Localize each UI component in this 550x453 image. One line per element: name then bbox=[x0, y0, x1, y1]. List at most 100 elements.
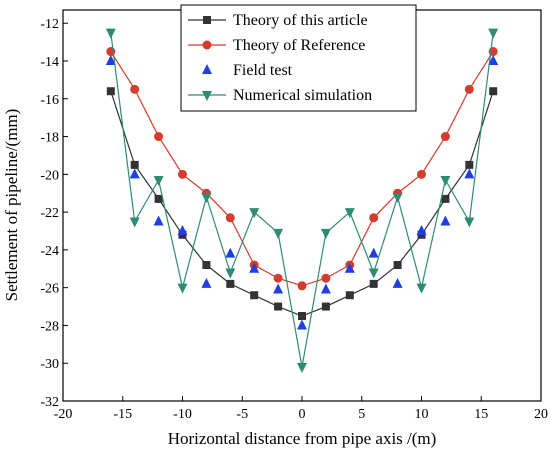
data-point bbox=[393, 261, 402, 269]
data-point bbox=[344, 262, 355, 273]
legend-item: Numerical simulation bbox=[188, 87, 372, 104]
series-3 bbox=[105, 28, 499, 373]
y-tick-label: -18 bbox=[40, 131, 59, 146]
y-tick-label: -20 bbox=[40, 168, 59, 183]
data-point bbox=[297, 319, 307, 330]
data-point bbox=[154, 194, 163, 203]
data-point bbox=[464, 84, 474, 94]
data-point bbox=[129, 217, 140, 228]
data-point bbox=[297, 363, 307, 373]
data-point bbox=[369, 213, 379, 223]
legend-box bbox=[180, 4, 417, 112]
legend-item: Theory of this article bbox=[188, 12, 368, 29]
data-point bbox=[321, 273, 331, 283]
legend-label: Theory of this article bbox=[233, 12, 368, 29]
legend-marker bbox=[202, 40, 212, 50]
data-point bbox=[177, 283, 188, 294]
legend-item: Theory of Reference bbox=[188, 37, 365, 54]
data-point bbox=[201, 277, 212, 288]
y-tick-label: -32 bbox=[40, 395, 59, 410]
x-axis-title: Horizontal distance from pipe axis /(m) bbox=[168, 429, 437, 448]
data-point bbox=[153, 176, 164, 186]
legend-marker bbox=[202, 91, 212, 101]
y-tick-label: -26 bbox=[40, 282, 59, 297]
data-point bbox=[250, 291, 259, 300]
data-point bbox=[440, 132, 450, 142]
x-tick-label: -15 bbox=[113, 407, 132, 422]
data-point bbox=[154, 132, 164, 142]
data-point bbox=[320, 283, 331, 294]
data-point bbox=[440, 215, 451, 226]
data-point bbox=[298, 312, 306, 320]
y-axis-title: Settlement of pipeline/(mm) bbox=[2, 109, 21, 302]
data-point bbox=[273, 283, 284, 294]
data-point bbox=[105, 55, 116, 65]
data-point bbox=[392, 193, 403, 203]
legend-label: Numerical simulation bbox=[233, 87, 372, 104]
data-point bbox=[225, 247, 236, 258]
data-point bbox=[226, 279, 235, 288]
data-point bbox=[464, 217, 475, 228]
legend-item: Field test bbox=[202, 62, 293, 79]
data-point bbox=[274, 302, 283, 311]
data-point bbox=[273, 228, 284, 239]
data-point bbox=[129, 168, 140, 179]
series-1 bbox=[106, 47, 498, 291]
data-point bbox=[273, 273, 283, 283]
data-point bbox=[344, 208, 355, 219]
data-point bbox=[441, 194, 450, 203]
legend-label: Theory of Reference bbox=[233, 37, 365, 54]
data-point bbox=[392, 277, 403, 288]
x-tick-label: 5 bbox=[358, 407, 365, 422]
data-point bbox=[105, 28, 116, 39]
series-2 bbox=[105, 55, 499, 330]
x-tick-label: 15 bbox=[474, 407, 488, 422]
data-point bbox=[345, 291, 354, 300]
y-tick-label: -24 bbox=[40, 244, 59, 259]
data-point bbox=[249, 208, 260, 219]
data-point bbox=[464, 168, 475, 179]
data-point bbox=[201, 193, 212, 203]
data-point bbox=[465, 160, 474, 169]
y-tick-label: -16 bbox=[40, 93, 59, 108]
legend: Theory of this article Theory of Referenc… bbox=[180, 4, 417, 112]
x-tick-label: -5 bbox=[236, 407, 248, 422]
series-layer bbox=[105, 28, 499, 373]
data-point bbox=[488, 28, 499, 39]
data-point bbox=[368, 247, 379, 258]
legend-marker bbox=[203, 16, 211, 24]
data-point bbox=[106, 87, 115, 96]
y-tick-label: -28 bbox=[40, 319, 59, 334]
x-tick-label: -10 bbox=[173, 407, 192, 422]
data-point bbox=[320, 228, 331, 239]
y-tick-label: -14 bbox=[40, 55, 59, 70]
legend-marker bbox=[202, 64, 212, 74]
data-point bbox=[130, 84, 140, 94]
y-tick-label: -30 bbox=[40, 357, 59, 372]
data-point bbox=[488, 55, 499, 65]
data-point bbox=[416, 283, 427, 294]
x-tick-label: 0 bbox=[299, 407, 306, 422]
y-tick-label: -12 bbox=[40, 17, 59, 32]
x-tick-label: 10 bbox=[415, 407, 429, 422]
data-point bbox=[440, 176, 451, 186]
data-point bbox=[489, 87, 498, 96]
data-point bbox=[321, 302, 330, 311]
data-point bbox=[369, 279, 378, 288]
data-point bbox=[177, 225, 188, 235]
x-tick-label: 20 bbox=[534, 407, 548, 422]
data-point bbox=[249, 262, 260, 273]
data-point bbox=[130, 160, 139, 169]
data-point bbox=[368, 268, 379, 279]
y-tick-label: -22 bbox=[40, 206, 59, 221]
data-point bbox=[202, 261, 211, 269]
legend-label: Field test bbox=[233, 62, 293, 79]
x-tick-label: -20 bbox=[54, 407, 73, 422]
data-point bbox=[225, 213, 235, 223]
data-point bbox=[153, 215, 164, 226]
data-point bbox=[417, 169, 426, 179]
data-point bbox=[297, 281, 307, 291]
axis-ticks: -20 -15 -10 -5 0 5 10 15 20 -32 -30 -28 -26 -24 -22 -20… bbox=[40, 17, 548, 422]
data-point bbox=[178, 169, 187, 179]
